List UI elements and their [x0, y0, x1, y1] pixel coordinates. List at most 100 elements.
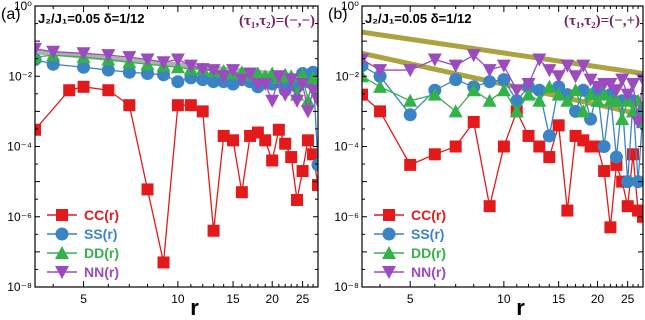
data-point — [35, 123, 41, 136]
data-point — [226, 64, 241, 78]
panel-a: 10⁻⁸ 10⁻⁶ 10⁻⁴ 10⁻² 10⁰ 5 10 15 20 25 r (a) J₂/J₁=0.… — [1, 0, 319, 320]
data-point — [449, 73, 463, 87]
legend: CC(r) SS(r) DD(r) NN(r) — [374, 207, 446, 280]
data-point — [483, 200, 496, 213]
data-point — [243, 67, 258, 81]
series-nn — [362, 49, 643, 129]
data-point — [532, 53, 547, 67]
data-point — [551, 70, 566, 84]
x-axis-label: r — [516, 295, 525, 320]
data-point — [625, 78, 640, 92]
data-point — [552, 80, 566, 94]
data-point — [140, 53, 155, 67]
params-label: J₂/J₁=0.05 δ=1/12 — [38, 11, 145, 26]
data-point — [542, 64, 557, 78]
data-point — [560, 59, 575, 73]
data-point — [77, 80, 90, 93]
x-tick-label: 20 — [591, 292, 605, 306]
data-point — [427, 53, 442, 67]
data-point — [234, 73, 249, 87]
data-point — [597, 140, 611, 153]
data-point — [207, 224, 220, 237]
legend-marker — [56, 209, 68, 221]
data-point — [621, 175, 635, 189]
legend-label: CC(r) — [84, 207, 119, 223]
data-point — [521, 78, 536, 92]
data-point — [307, 148, 318, 161]
data-point — [101, 63, 115, 77]
data-point — [101, 49, 116, 63]
data-point — [448, 59, 463, 73]
series-nn — [35, 42, 318, 119]
legend-marker — [55, 246, 69, 259]
data-point — [250, 66, 265, 80]
legend-label: NN(r) — [84, 264, 119, 280]
y-tick-label: 10⁰ — [341, 0, 359, 13]
data-point — [621, 200, 634, 213]
data-point — [259, 134, 272, 147]
data-point — [295, 67, 310, 81]
data-point — [300, 93, 315, 107]
data-point — [141, 183, 154, 196]
data-point — [448, 104, 463, 118]
legend: CC(r) SS(r) DD(r) NN(r) — [47, 207, 119, 280]
data-point — [568, 83, 583, 97]
y-tick-label: 10⁻⁴ — [334, 140, 359, 154]
data-point — [196, 105, 209, 118]
data-point — [615, 73, 630, 87]
legend-entry: SS(r) — [374, 226, 444, 242]
tau-label: (τ₁,τ₂)=(−,+) — [564, 13, 640, 29]
data-point — [362, 88, 368, 101]
x-tick-label: 5 — [80, 292, 87, 306]
data-point — [428, 148, 441, 161]
data-point — [576, 59, 591, 73]
legend-label: DD(r) — [84, 245, 119, 261]
fit-line — [362, 29, 643, 76]
legend-entry: CC(r) — [374, 207, 446, 223]
data-point — [609, 150, 623, 164]
data-point — [583, 73, 598, 87]
data-point — [46, 45, 61, 59]
data-point — [598, 165, 611, 178]
data-point — [510, 94, 524, 108]
data-point — [311, 158, 318, 172]
data-point — [497, 140, 510, 153]
data-point — [77, 60, 91, 74]
y-tick-label: 10⁰ — [14, 0, 32, 13]
data-point — [195, 63, 210, 77]
y-tick-label: 10⁻⁸ — [334, 280, 359, 294]
series-cc — [362, 88, 643, 234]
data-point — [509, 84, 524, 98]
data-point — [206, 64, 221, 78]
data-point — [290, 94, 305, 108]
data-point — [466, 49, 481, 63]
data-point — [216, 70, 231, 84]
legend-label: NN(r) — [411, 264, 446, 280]
data-point — [123, 99, 136, 112]
x-tick-label: 25 — [621, 292, 635, 306]
legend-marker — [55, 227, 69, 241]
data-point — [496, 59, 511, 73]
data-point — [522, 129, 535, 142]
data-point — [102, 84, 115, 97]
data-point — [615, 112, 630, 126]
data-point — [482, 93, 497, 107]
data-point — [285, 151, 298, 164]
data-point — [576, 104, 591, 118]
data-point — [278, 88, 293, 102]
y-tick-label: 10⁻⁶ — [7, 210, 32, 224]
legend-entry: NN(r) — [374, 264, 446, 280]
data-point — [171, 99, 184, 112]
legend-label: SS(r) — [411, 226, 444, 242]
data-point — [311, 94, 318, 108]
panel-label: (b) — [328, 6, 348, 23]
legend-label: SS(r) — [84, 226, 117, 242]
data-point — [532, 83, 546, 97]
data-point — [170, 53, 185, 67]
data-point — [76, 47, 91, 61]
y-tick-label: 10⁻² — [335, 69, 359, 83]
data-point — [374, 105, 387, 118]
data-point — [279, 137, 292, 150]
y-tick-label: 10⁻⁴ — [7, 140, 32, 154]
